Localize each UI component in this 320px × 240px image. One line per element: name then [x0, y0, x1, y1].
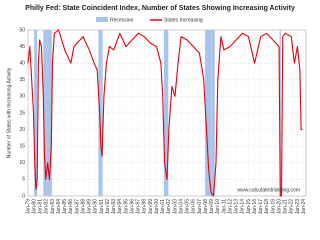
x-tick-label: Jan-93: [111, 199, 117, 215]
x-tick-label: Jan-89: [87, 199, 93, 215]
x-tick-label: Jan-84: [56, 199, 62, 215]
y-axis-label: Number of States with Increasing Activit…: [6, 67, 12, 158]
x-tick-label: Jan-00: [154, 199, 160, 215]
x-tick-label: Jan-86: [68, 199, 74, 215]
x-tick-label: Jan-08: [203, 199, 209, 215]
x-tick-label: Jan-06: [191, 199, 197, 215]
y-tick-label: 30: [19, 94, 25, 100]
x-tick-label: Jan-11: [221, 199, 227, 214]
x-tick-label: Jan-13: [234, 199, 240, 215]
x-tick-label: Jan-81: [38, 199, 44, 215]
recession-band: [43, 30, 52, 196]
chart-title: Philly Fed: State Coincident Index, Numb…: [25, 5, 295, 12]
x-tick-label: Jan-91: [99, 199, 105, 215]
x-tick-label: Jan-10: [215, 199, 221, 215]
legend-label: Recession: [110, 17, 134, 23]
x-tick-label: Jan-79: [25, 199, 31, 215]
x-tick-label: Jan-09: [209, 199, 215, 215]
y-tick-label: 5: [22, 177, 25, 183]
y-tick-label: 20: [19, 127, 25, 133]
x-tick-label: Jan-01: [160, 199, 166, 215]
x-tick-label: Jan-17: [258, 199, 264, 215]
x-tick-label: Jan-88: [80, 199, 86, 215]
x-tick-label: Jan-12: [227, 199, 233, 215]
x-tick-label: Jan-80: [31, 199, 37, 215]
x-tick-label: Jan-19: [270, 199, 276, 215]
y-tick-label: 35: [19, 77, 25, 83]
x-tick-label: Jan-14: [240, 199, 246, 215]
x-tick-label: Jan-04: [178, 199, 184, 215]
x-tick-label: Jan-15: [246, 199, 252, 215]
x-tick-label: Jan-03: [172, 199, 178, 215]
x-tick-label: Jan-23: [295, 199, 301, 215]
y-tick-label: 50: [19, 27, 25, 33]
x-tick-label: Jan-90: [93, 199, 99, 215]
recession-band: [34, 30, 38, 196]
x-tick-label: Jan-82: [44, 199, 50, 215]
watermark: www.calculatedriskblog.com: [237, 187, 300, 193]
y-tick-label: 25: [19, 110, 25, 116]
y-tick-label: 45: [19, 44, 25, 50]
y-tick-label: 0: [22, 193, 25, 199]
x-tick-label: Jan-16: [252, 199, 258, 215]
recession-band: [204, 30, 215, 196]
legend-label: States Increasing: [164, 17, 203, 23]
x-tick-label: Jan-07: [197, 199, 203, 215]
y-tick-label: 15: [19, 144, 25, 150]
x-tick-label: Jan-92: [105, 199, 111, 215]
x-tick-label: Jan-87: [74, 199, 80, 215]
x-tick-label: Jan-21: [283, 199, 289, 215]
x-tick-label: Jan-85: [62, 199, 68, 215]
x-tick-label: Jan-18: [264, 199, 270, 215]
x-tick-label: Jan-83: [50, 199, 56, 215]
chart: Philly Fed: State Coincident Index, Numb…: [6, 5, 307, 215]
x-tick-label: Jan-02: [166, 199, 172, 215]
x-tick-label: Jan-98: [142, 199, 148, 215]
x-tick-label: Jan-97: [136, 199, 142, 215]
page: {"chart_data": { "type": "line", "title"…: [6, 4, 307, 215]
x-tick-label: Jan-94: [117, 199, 123, 215]
legend-swatch: [96, 17, 108, 22]
x-tick-label: Jan-22: [289, 199, 295, 215]
y-tick-label: 10: [19, 160, 25, 166]
x-tick-label: Jan-95: [123, 199, 129, 215]
y-tick-label: 40: [19, 61, 25, 67]
x-tick-label: Jan-99: [148, 199, 154, 215]
x-tick-label: Jan-20: [276, 199, 282, 215]
x-tick-label: Jan-96: [129, 199, 135, 215]
data-line: [27, 29, 303, 197]
x-tick-label: Jan-05: [185, 199, 191, 215]
x-tick-label: Jan-24: [301, 199, 307, 215]
